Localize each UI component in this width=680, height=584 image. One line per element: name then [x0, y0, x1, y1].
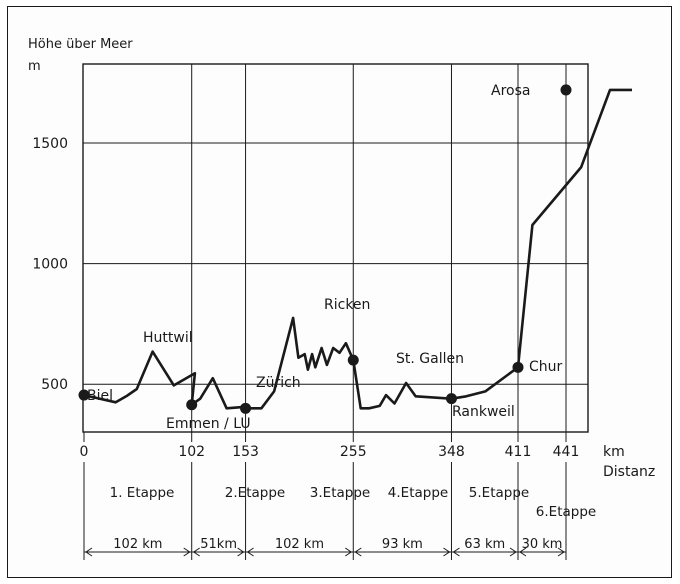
x-tick-label-153: 153 — [232, 444, 259, 460]
stage-length-6: 30 km — [522, 537, 563, 552]
place-marker-z-rich — [240, 402, 252, 414]
x-axis-unit: km — [603, 444, 625, 460]
place-marker-emmen-lu — [186, 399, 198, 411]
stage-length-3: 102 km — [275, 537, 324, 552]
place-label-st-gallen: St. Gallen — [396, 351, 464, 367]
figure-frame — [7, 6, 672, 578]
place-label-arosa: Arosa — [491, 83, 530, 99]
place-marker-arosa — [560, 84, 572, 96]
x-tick-label-102: 102 — [178, 444, 205, 460]
place-label-z-rich: Zürich — [256, 375, 301, 391]
stage-length-2: 51km — [200, 537, 237, 552]
x-tick-label-441: 441 — [553, 444, 580, 460]
stage-label-5: 5.Etappe — [469, 485, 529, 501]
y-axis-title: Höhe über Meer — [28, 37, 133, 52]
y-tick-label-1000: 1000 — [32, 257, 68, 273]
place-marker-rankweil — [445, 393, 457, 405]
stage-arrow-end-1 — [183, 547, 191, 557]
place-label-chur: Chur — [529, 359, 563, 375]
y-tick-label-1500: 1500 — [32, 136, 68, 152]
stage-arrow-start-4 — [354, 547, 362, 557]
stage-arrow-start-5 — [452, 547, 460, 557]
stage-length-5: 63 km — [464, 537, 505, 552]
stage-length-1: 102 km — [113, 537, 162, 552]
stage-arrow-start-6 — [519, 547, 527, 557]
place-marker-st-gallen — [347, 354, 359, 366]
place-label-ricken: Ricken — [324, 297, 370, 313]
stage-arrow-end-3 — [344, 547, 353, 557]
stage-arrow-start-1 — [85, 547, 93, 557]
stage-arrow-end-5 — [509, 547, 517, 557]
x-tick-label-255: 255 — [340, 444, 367, 460]
place-marker-biel — [78, 389, 90, 401]
stage-label-3: 3.Etappe — [310, 485, 370, 501]
stage-arrow-end-4 — [443, 547, 451, 557]
x-tick-label-348: 348 — [438, 444, 465, 460]
stage-arrow-end-6 — [557, 547, 565, 557]
place-label-emmen-lu: Emmen / LU — [166, 416, 251, 432]
stage-label-6: 6.Etappe — [536, 504, 596, 520]
place-label-rankweil: Rankweil — [452, 404, 515, 420]
y-axis-unit: m — [28, 59, 41, 74]
place-label-huttwil: Huttwil — [143, 330, 193, 346]
stage-label-2: 2.Etappe — [225, 485, 285, 501]
y-tick-label-500: 500 — [41, 377, 68, 393]
stage-length-4: 93 km — [382, 537, 423, 552]
place-label-biel: Biel — [87, 388, 113, 404]
x-tick-label-0: 0 — [80, 444, 89, 460]
stage-label-4: 4.Etappe — [388, 485, 448, 501]
plot-border — [82, 63, 589, 433]
stage-label-1: 1. Etappe — [110, 485, 175, 501]
stage-arrow-start-3 — [246, 547, 254, 557]
place-marker-chur — [512, 361, 524, 373]
x-axis-title: Distanz — [603, 464, 655, 480]
stage-arrow-end-2 — [237, 547, 245, 557]
stage-arrow-start-2 — [192, 547, 200, 557]
x-tick-label-411: 411 — [505, 444, 532, 460]
